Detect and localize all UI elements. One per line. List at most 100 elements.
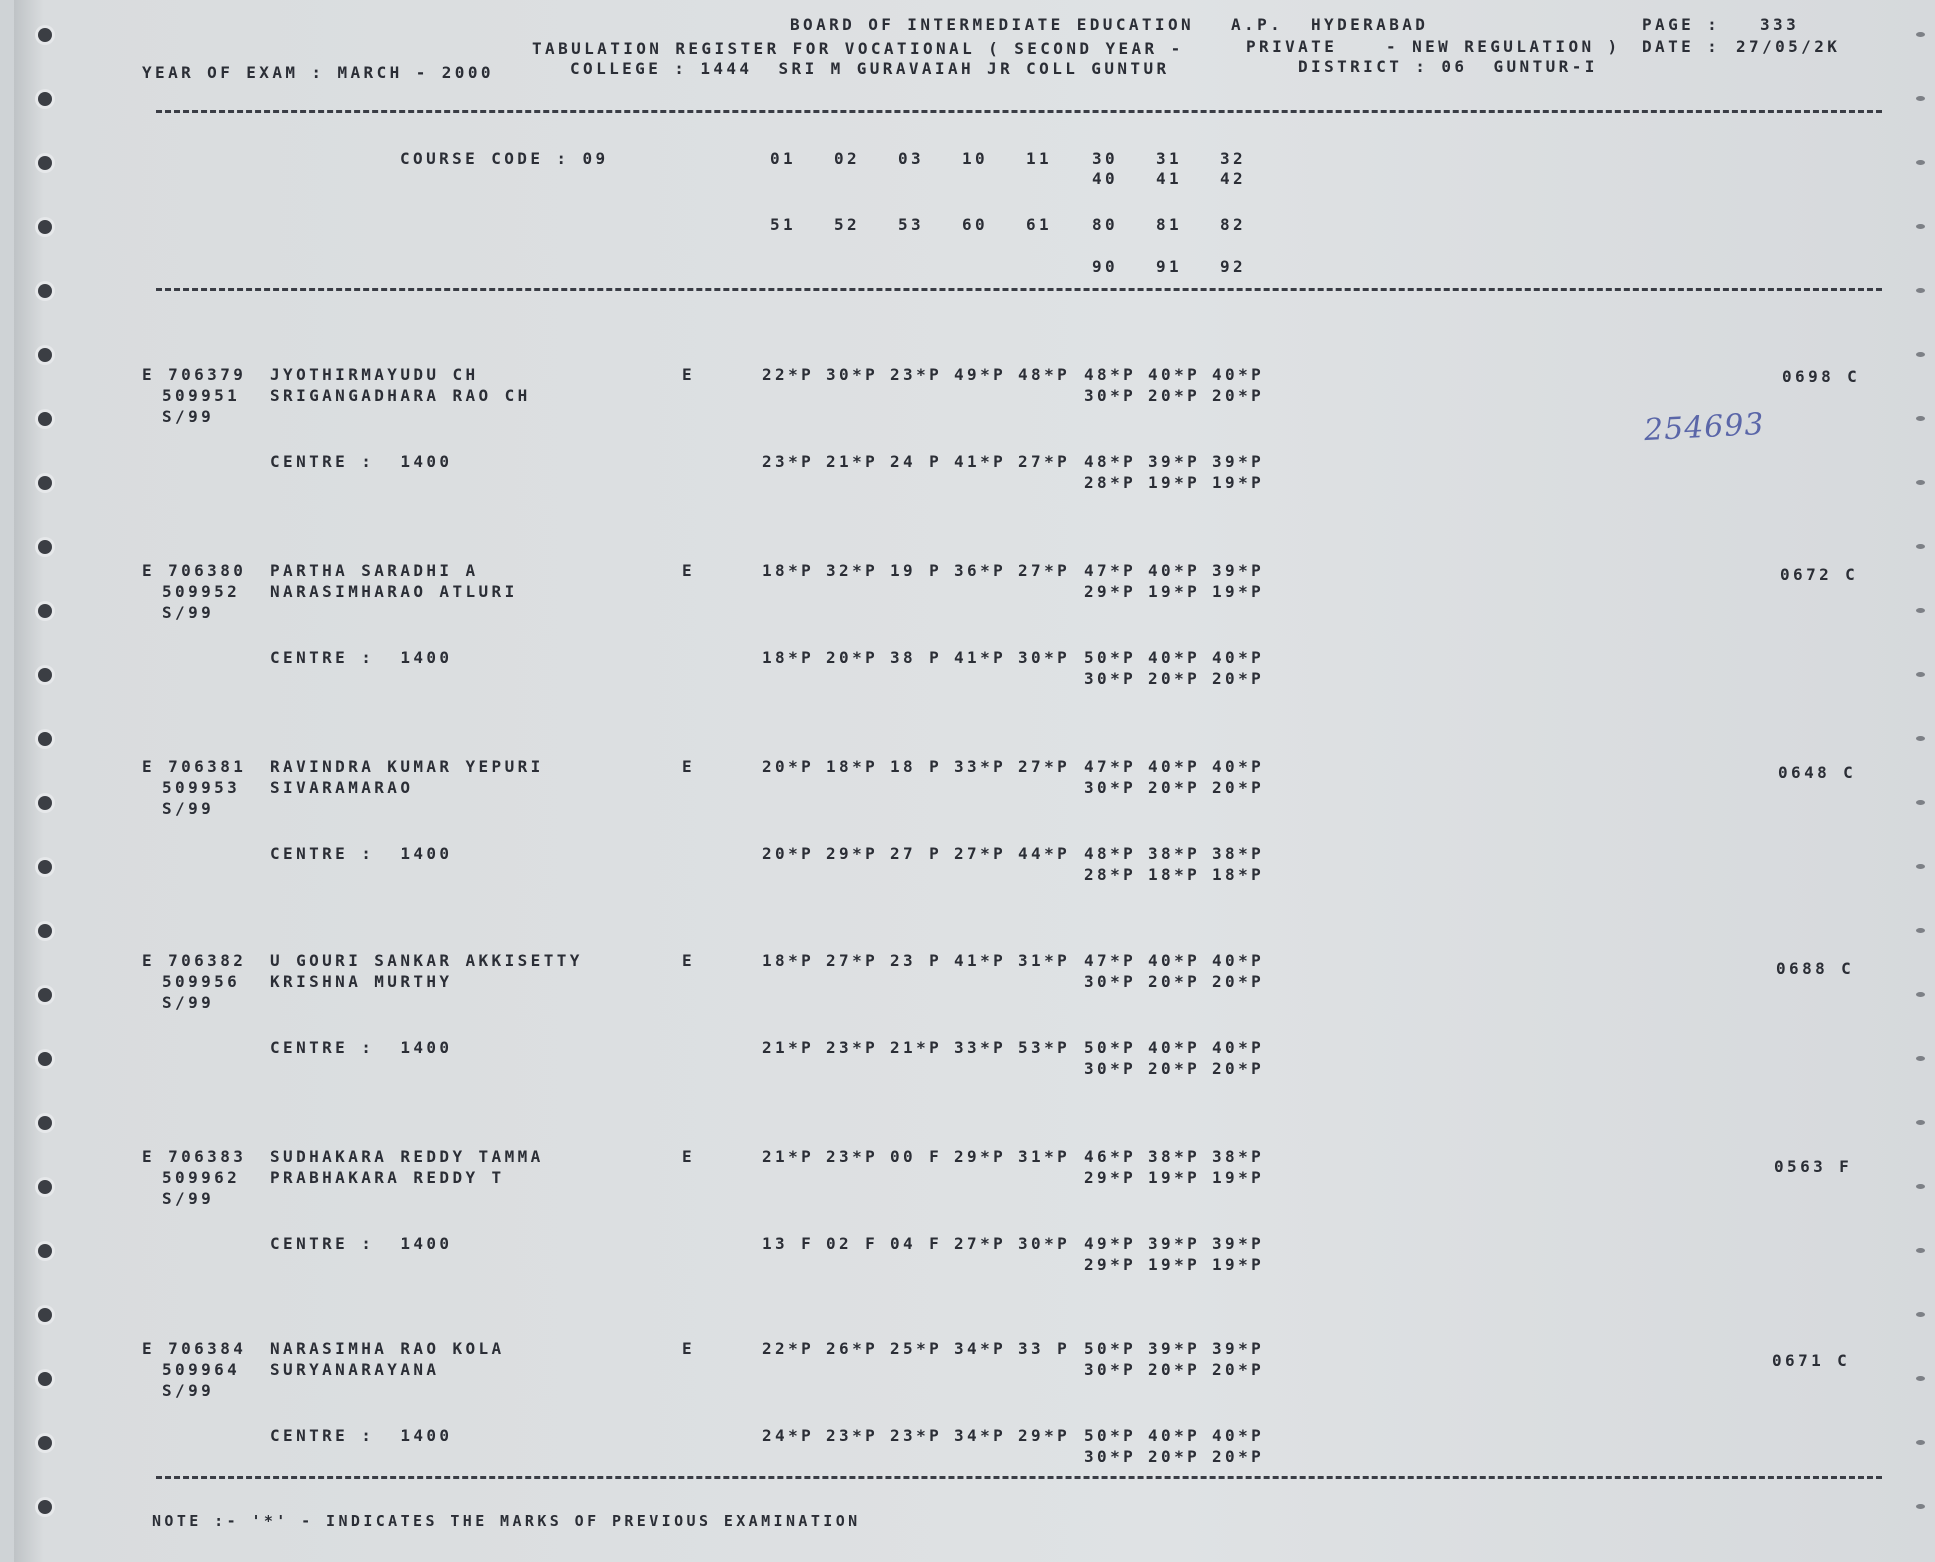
- tractor-hole-icon: [1916, 96, 1925, 101]
- mark: 23 P: [890, 951, 943, 970]
- subject-code: 42: [1220, 169, 1247, 188]
- tractor-hole-icon: [1916, 800, 1925, 805]
- mark: 19 P: [890, 561, 943, 580]
- student-name: JYOTHIRMAYUDU CH: [270, 365, 479, 384]
- mark: 30*P: [1084, 778, 1137, 797]
- mark: 21*P: [762, 1038, 815, 1057]
- binder-hole-icon: [38, 924, 52, 938]
- hall-ticket-number: E 706382: [142, 951, 247, 970]
- mark: 40*P: [1148, 365, 1201, 384]
- parent-name: PRABHAKARA REDDY T: [270, 1168, 505, 1187]
- tractor-hole-icon: [1916, 608, 1925, 613]
- tractor-hole-icon: [1916, 928, 1925, 933]
- mark: 20*P: [1212, 972, 1265, 991]
- date: 27/05/2K: [1736, 37, 1841, 56]
- binder-hole-icon: [38, 1116, 52, 1130]
- mark: 27*P: [1018, 452, 1071, 471]
- registration-number: 509956: [162, 972, 241, 991]
- mark: 19*P: [1148, 473, 1201, 492]
- parent-name: NARASIMHARAO ATLURI: [270, 582, 518, 601]
- session: S/99: [162, 1189, 215, 1208]
- binder-hole-icon: [38, 220, 52, 234]
- mark: 20*P: [1212, 669, 1265, 688]
- course-code: COURSE CODE : 09: [400, 149, 609, 168]
- register-title: TABULATION REGISTER FOR VOCATIONAL ( SEC…: [532, 39, 1184, 58]
- tractor-hole-icon: [1916, 1312, 1925, 1317]
- mark: 34*P: [954, 1426, 1007, 1445]
- binder-hole-icon: [38, 860, 52, 874]
- mark: 29*P: [1084, 1255, 1137, 1274]
- mark: 40*P: [1212, 365, 1265, 384]
- mark: 47*P: [1084, 951, 1137, 970]
- mark: 40*P: [1212, 757, 1265, 776]
- mark: 39*P: [1148, 452, 1201, 471]
- mark: 18*P: [1148, 865, 1201, 884]
- tractor-hole-icon: [1916, 736, 1925, 741]
- mark: 29*P: [1018, 1426, 1071, 1445]
- mark: 39*P: [1212, 452, 1265, 471]
- mark: 41*P: [954, 452, 1007, 471]
- binder-hole-icon: [38, 988, 52, 1002]
- mark: 41*P: [954, 951, 1007, 970]
- mark: 34*P: [954, 1339, 1007, 1358]
- regulation: - NEW REGULATION ): [1386, 37, 1621, 56]
- binder-hole-icon: [38, 1244, 52, 1258]
- parent-name: KRISHNA MURTHY: [270, 972, 453, 991]
- binder-hole-icon: [38, 1372, 52, 1386]
- centre: CENTRE : 1400: [270, 648, 453, 667]
- tractor-hole-icon: [1916, 672, 1925, 677]
- hall-ticket-number: E 706383: [142, 1147, 247, 1166]
- mark: 20*P: [1212, 1447, 1265, 1466]
- mark: 22*P: [762, 365, 815, 384]
- mark: 19*P: [1212, 582, 1265, 601]
- mark: 44*P: [1018, 844, 1071, 863]
- student-name: NARASIMHA RAO KOLA: [270, 1339, 505, 1358]
- mark: 30*P: [1084, 669, 1137, 688]
- registration-number: 509952: [162, 582, 241, 601]
- subject-code: 82: [1220, 215, 1247, 234]
- mark: 32*P: [826, 561, 879, 580]
- session: S/99: [162, 993, 215, 1012]
- mark: 38*P: [1148, 1147, 1201, 1166]
- subject-code: 92: [1220, 257, 1247, 276]
- mark: 20*P: [1148, 669, 1201, 688]
- tractor-hole-icon: [1916, 32, 1925, 37]
- mark: 02 F: [826, 1234, 879, 1253]
- mark: 19*P: [1212, 1168, 1265, 1187]
- mark: 18*P: [762, 951, 815, 970]
- mark: 23*P: [890, 1426, 943, 1445]
- mark: 40*P: [1148, 757, 1201, 776]
- mark: 29*P: [1084, 1168, 1137, 1187]
- medium: E: [682, 365, 696, 384]
- session: S/99: [162, 407, 215, 426]
- tractor-hole-icon: [1916, 1376, 1925, 1381]
- footnote: NOTE :- '*' - INDICATES THE MARKS OF PRE…: [152, 1512, 861, 1530]
- mark: 47*P: [1084, 561, 1137, 580]
- mark: 23*P: [826, 1147, 879, 1166]
- mark: 25*P: [890, 1339, 943, 1358]
- mark: 27 P: [890, 844, 943, 863]
- mark: 20*P: [826, 648, 879, 667]
- mark: 40*P: [1212, 1426, 1265, 1445]
- binder-hole-icon: [38, 796, 52, 810]
- subject-code: 01: [770, 149, 797, 168]
- subject-code: 30: [1092, 149, 1119, 168]
- parent-name: SURYANARAYANA: [270, 1360, 440, 1379]
- college: COLLEGE : 1444 SRI M GURAVAIAH JR COLL G…: [570, 59, 1170, 78]
- mark: 38 P: [890, 648, 943, 667]
- mark: 41*P: [954, 648, 1007, 667]
- mark: 00 F: [890, 1147, 943, 1166]
- mark: 48*P: [1084, 452, 1137, 471]
- centre: CENTRE : 1400: [270, 1234, 453, 1253]
- page-number: 333: [1760, 15, 1800, 34]
- separator-header: [156, 288, 1882, 291]
- binder-hole-icon: [38, 1436, 52, 1450]
- mark: 19*P: [1148, 1168, 1201, 1187]
- parent-name: SIVARAMARAO: [270, 778, 414, 797]
- binder-hole-icon: [38, 476, 52, 490]
- mark: 30*P: [1084, 1360, 1137, 1379]
- tractor-hole-icon: [1916, 864, 1925, 869]
- subject-code: 51: [770, 215, 797, 234]
- subject-code: 81: [1156, 215, 1183, 234]
- mark: 23*P: [826, 1426, 879, 1445]
